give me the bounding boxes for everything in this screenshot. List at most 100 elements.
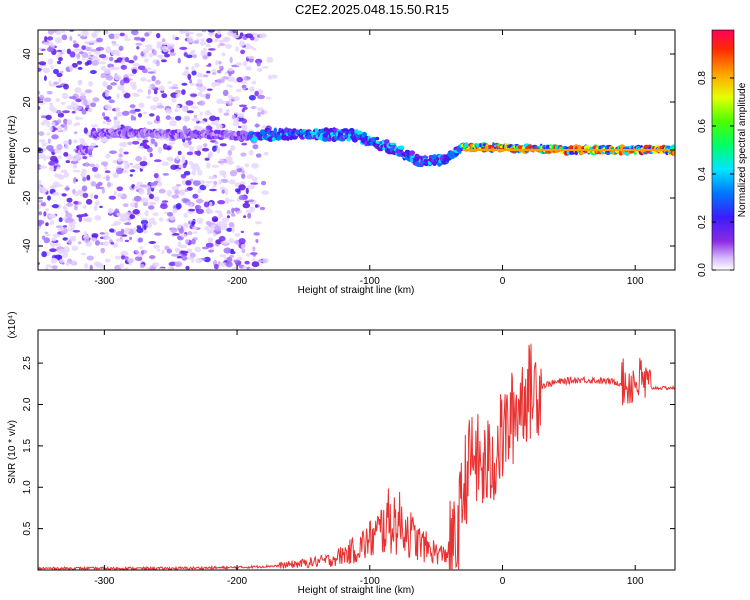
spectrogram-noise-cell [63, 118, 68, 125]
spectrogram-noise-cell [89, 70, 97, 74]
spectrogram-noise-cell [133, 116, 137, 121]
spectrogram-noise-cell [214, 38, 219, 43]
spectrogram-noise-cell [203, 143, 208, 148]
spectrogram-noise-cell [89, 264, 93, 270]
spectrogram-noise-cell [99, 205, 103, 209]
spectrogram-noise-cell [38, 248, 41, 252]
spectrogram-noise-cell [231, 114, 236, 119]
spectrogram-noise-cell [55, 225, 63, 229]
spectrogram-noise-cell [75, 98, 82, 103]
spectrogram-noise-cell [166, 146, 171, 151]
spectrogram-noise-cell [57, 60, 62, 65]
spectrogram-noise-cell [59, 52, 64, 55]
spectrogram-noise-cell [195, 32, 203, 38]
spectrogram-noise-cell [81, 109, 87, 115]
spectrogram-noise-cell [210, 121, 219, 126]
colorbar-tick-label: 0.2 [697, 215, 708, 229]
spectrogram-noise-cell [62, 49, 66, 52]
spectrogram-noise-cell [161, 250, 165, 254]
spectrogram-noise-cell [201, 147, 210, 152]
spectrogram-noise-cell [44, 208, 49, 212]
spectrogram-carrier-cell [397, 145, 405, 150]
spectrogram-noise-cell [124, 34, 128, 40]
spectrogram-noise-cell [197, 169, 203, 176]
spectrogram-noise-cell [174, 108, 179, 113]
spectrogram-noise-cell [65, 262, 70, 266]
spectrogram-noise-cell [146, 79, 152, 83]
spectrogram-noise-cell [85, 198, 93, 205]
spectrogram-noise-cell [80, 252, 87, 256]
spectrogram-noise-cell [75, 48, 83, 52]
spectrogram-carrier-cell [577, 144, 582, 150]
spectrogram-noise-cell [206, 70, 211, 74]
spectrogram-noise-cell [226, 84, 231, 88]
spectrogram-noise-cell [209, 31, 213, 37]
spectrogram-noise-cell [206, 38, 213, 43]
spectrogram-noise-cell [267, 74, 273, 80]
spectrogram-noise-cell [150, 138, 156, 144]
spectrogram-noise-cell [90, 181, 97, 187]
spectrogram-noise-cell [218, 39, 225, 43]
spectrogram-noise-cell [191, 66, 195, 72]
spectrogram-noise-cell [46, 145, 54, 151]
spectrogram-x-ticks: -300 -200 -100 0 100 [94, 30, 644, 287]
spectrogram-noise-cell [102, 81, 108, 88]
spectrogram-noise-cell [108, 99, 115, 104]
spectrogram-noise-cell [133, 94, 141, 97]
spectrogram-noise-cell [79, 138, 85, 144]
spectrogram-noise-cell [240, 81, 249, 84]
spectrogram-noise-cell [142, 139, 149, 143]
spectrogram-noise-cell [71, 245, 79, 251]
spectrogram-noise-cell [181, 89, 186, 95]
spectrogram-noise-cell [38, 186, 46, 193]
spectrogram-carrier-cell [421, 155, 429, 160]
spectrogram-noise-cell [38, 61, 47, 66]
spectrogram-noise-cell [148, 241, 157, 244]
spectrogram-noise-cell [98, 61, 107, 65]
spectrogram-noise-cell [202, 55, 208, 60]
spectrogram-y-tick-label: 20 [22, 96, 33, 108]
spectrogram-noise-cell [152, 212, 159, 217]
spectrogram-noise-cell [73, 139, 78, 144]
spectrogram-noise-cell [140, 77, 147, 82]
spectrogram-noise-cell [57, 112, 65, 118]
spectrogram-noise-cell [197, 145, 203, 150]
spectrogram-noise-cell [109, 66, 115, 71]
spectrogram-noise-cell [194, 62, 200, 68]
spectrogram-noise-cell [234, 233, 241, 237]
spectrogram-noise-cell [197, 91, 203, 96]
spectrogram-noise-cell [261, 110, 265, 115]
spectrogram-noise-cell [66, 154, 73, 161]
spectrogram-noise-cell [251, 261, 260, 268]
spectrogram-noise-cell [43, 154, 47, 161]
spectrogram-noise-cell [133, 227, 137, 234]
spectrogram-noise-cell [123, 165, 130, 170]
spectrogram-noise-cell [231, 207, 235, 214]
spectrogram-noise-cell [225, 155, 233, 161]
spectrogram-noise-cell [228, 179, 236, 185]
spectrogram-noise-cell [244, 200, 250, 204]
spectrogram-noise-cell [185, 180, 192, 186]
spectrogram-noise-cell [164, 53, 170, 58]
spectrogram-noise-cell [83, 218, 88, 222]
spectrogram-noise-cell [64, 187, 70, 191]
spectrogram-noise-cell [108, 195, 117, 200]
spectrogram-noise-cell [153, 173, 159, 179]
spectrogram-noise-cell [52, 233, 60, 238]
spectrogram-noise-cell [235, 112, 239, 115]
spectrogram-noise-cell [57, 125, 63, 131]
spectrogram-noise-cell [236, 167, 243, 173]
spectrogram-noise-cell [76, 53, 81, 59]
spectrogram-noise-cell [116, 120, 121, 126]
spectrogram-noise-cell [114, 59, 119, 63]
spectrogram-noise-cell [144, 210, 149, 217]
spectrogram-noise-cell [153, 159, 162, 163]
spectrogram-noise-cell [206, 162, 211, 169]
spectrogram-noise-cell [208, 176, 216, 180]
spectrogram-noise-cell [147, 88, 151, 95]
spectrogram-noise-cell [103, 116, 110, 120]
spectrogram-noise-cell [86, 46, 91, 52]
spectrogram-noise-cell [72, 43, 80, 48]
spectrogram-noise-cell [149, 105, 158, 111]
spectrogram-noise-cell [182, 106, 188, 112]
